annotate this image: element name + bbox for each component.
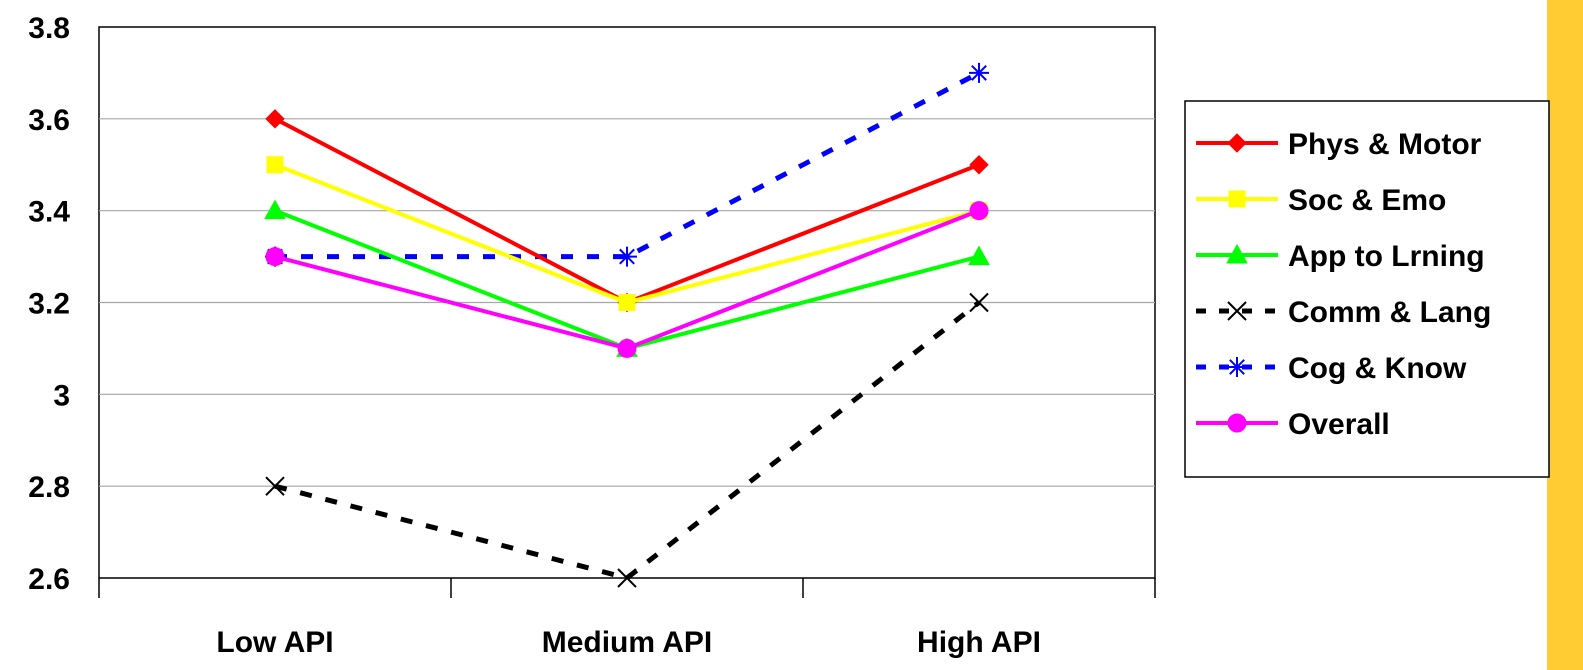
legend-item: Comm & Lang — [1196, 296, 1491, 329]
data-point-marker — [264, 199, 286, 220]
series-5 — [265, 201, 989, 358]
y-axis-ticks: 2.6 2.8 3 3.2 3.4 3.6 3.8 — [28, 12, 70, 596]
data-point-marker — [1227, 301, 1247, 321]
legend-label: Overall — [1288, 408, 1390, 441]
y-tick-label: 2.8 — [28, 471, 70, 504]
data-point-marker — [1226, 243, 1248, 264]
y-tick-label: 3.6 — [28, 104, 70, 137]
data-point-marker — [1227, 413, 1247, 433]
legend-label: App to Lrning — [1288, 240, 1485, 273]
accent-bar — [1547, 0, 1583, 670]
series-3 — [265, 292, 989, 588]
legend-item: Soc & Emo — [1196, 184, 1446, 217]
legend-label: Comm & Lang — [1288, 296, 1491, 329]
legend-item: Cog & Know — [1196, 352, 1467, 385]
legend-item: Overall — [1196, 408, 1390, 441]
x-axis-ticks: Low API Medium API High API — [216, 626, 1041, 659]
series-line — [274, 300, 981, 581]
legend-item: Phys & Motor — [1196, 128, 1482, 161]
legend-box — [1184, 100, 1550, 478]
data-point-marker — [969, 292, 989, 313]
x-category-label: Medium API — [542, 626, 713, 659]
y-tick-label: 3.4 — [28, 196, 70, 229]
axes — [98, 578, 1156, 598]
legend-label: Soc & Emo — [1288, 184, 1446, 217]
data-point-marker — [618, 294, 636, 311]
data-point-marker — [265, 247, 285, 267]
data-point-marker — [1227, 133, 1247, 153]
data-point-marker — [266, 156, 284, 174]
data-point-marker — [1228, 190, 1246, 208]
legend: Phys & Motor Soc & Emo App to Lrning Comm &… — [1184, 100, 1550, 478]
data-point-marker — [1227, 357, 1247, 377]
y-tick-label: 3.2 — [28, 288, 70, 321]
data-point-marker — [969, 201, 989, 221]
x-category-label: Low API — [216, 626, 333, 659]
legend-item: App to Lrning — [1196, 240, 1485, 273]
data-point-marker — [617, 246, 637, 267]
legend-label: Cog & Know — [1288, 352, 1467, 385]
y-tick-label: 3 — [53, 379, 70, 412]
y-tick-label: 2.6 — [28, 563, 70, 596]
data-point-marker — [968, 245, 990, 266]
y-tick-label: 3.8 — [28, 12, 70, 45]
x-category-label: High API — [917, 626, 1041, 659]
data-point-marker — [617, 568, 637, 588]
data-point-marker — [969, 62, 989, 83]
data-point-marker — [265, 476, 285, 496]
data-point-marker — [265, 109, 285, 129]
data-point-marker — [969, 155, 989, 175]
data-point-marker — [617, 338, 637, 358]
series-lines — [264, 62, 990, 588]
legend-label: Phys & Motor — [1288, 128, 1482, 161]
